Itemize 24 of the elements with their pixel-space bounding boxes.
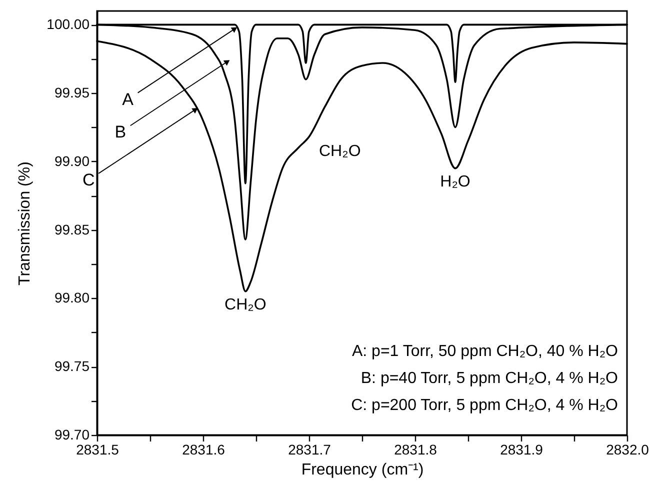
x-tick-label: 2831.9 [500,442,544,458]
y-tick-label: 100.00 [46,16,90,32]
x-tick-label: 2831.5 [76,442,120,458]
y-tick-label: 99.85 [54,221,90,238]
annotation: A [122,90,134,109]
y-axis-title: Transmission (%) [16,162,34,286]
annotation: CH₂O [319,142,361,160]
y-tick-label: 99.90 [54,152,90,169]
annotation: CH₂O [224,296,266,314]
annotation: B: p=40 Torr, 5 ppm CH₂O, 4 % H₂O [360,370,618,387]
x-axis-title: Frequency (cm⁻¹) [301,462,424,478]
annotation: A: p=1 Torr, 50 ppm CH₂O, 40 % H₂O [352,343,618,360]
y-tick-label: 99.70 [54,426,90,442]
x-tick-label: 2831.8 [394,442,438,458]
annotation: B [114,122,126,142]
y-tick-label: 99.75 [54,358,90,374]
y-tick-label: 99.80 [54,290,90,306]
x-tick-label: 2831.7 [288,442,332,458]
y-tick-label: 99.95 [54,84,90,101]
annotation: C [82,170,95,190]
annotation: C: p=200 Torr, 5 ppm CH₂O, 4 % H₂O [351,397,618,414]
annotation: H₂O [440,173,470,190]
x-tick-label: 2832.0 [606,442,650,458]
x-tick-label: 2831.6 [182,442,226,458]
